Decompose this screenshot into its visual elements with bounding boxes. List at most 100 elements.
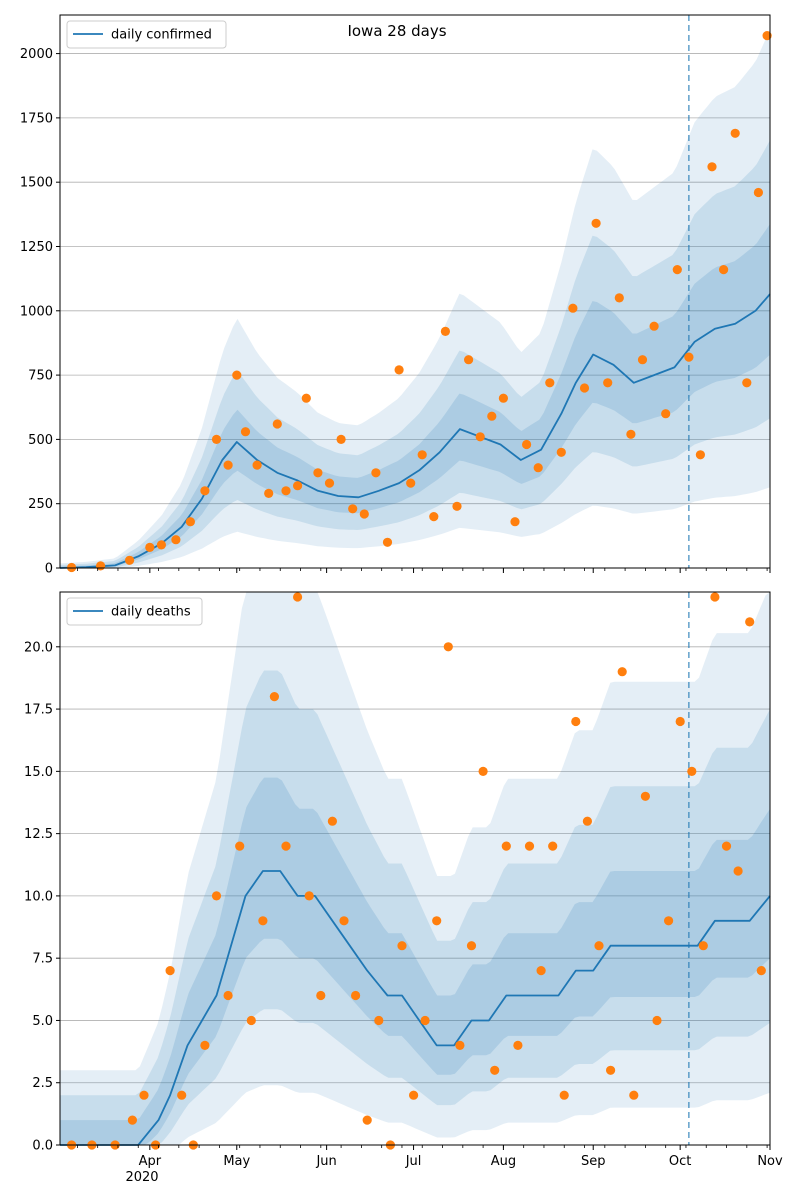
chart-title: Iowa 28 days xyxy=(347,22,446,40)
confirmed-uncertainty-bands xyxy=(60,29,770,569)
deaths-point xyxy=(293,592,303,602)
confirmed-points xyxy=(67,30,772,573)
deaths-band-1 xyxy=(60,592,770,1145)
deaths-band-2 xyxy=(60,670,770,1145)
confirmed-band-3 xyxy=(60,224,770,568)
deaths-point xyxy=(351,990,361,1001)
confirmed-point xyxy=(556,447,566,457)
confirmed-point xyxy=(649,321,659,331)
confirmed-point xyxy=(684,352,694,362)
confirmed-point xyxy=(359,509,369,519)
confirmed-point xyxy=(707,162,717,172)
confirmed-point xyxy=(272,419,282,429)
confirmed-point xyxy=(464,355,474,365)
confirmed-point xyxy=(348,504,358,514)
deaths-point xyxy=(200,1040,210,1050)
confirmed-point xyxy=(382,537,393,547)
confirmed-point xyxy=(171,535,181,545)
confirmed-y-tick-label: 750 xyxy=(28,369,53,384)
deaths-series xyxy=(60,870,771,1146)
deaths-point xyxy=(281,841,291,851)
x-tick-label: Aug xyxy=(491,1154,516,1169)
confirmed-point xyxy=(579,383,590,393)
deaths-y-tick-label: 2.5 xyxy=(32,1076,53,1091)
deaths-y-tick-label: 15.0 xyxy=(24,765,53,780)
confirmed-point xyxy=(417,450,427,460)
deaths-point xyxy=(235,841,245,851)
confirmed-point xyxy=(730,128,740,138)
confirmed-point xyxy=(510,517,520,527)
deaths-point xyxy=(640,791,651,801)
deaths-point xyxy=(409,1090,419,1100)
confirmed-point xyxy=(293,481,303,491)
confirmed-point xyxy=(313,468,323,478)
confirmed-band-2 xyxy=(60,140,770,569)
confirmed-point xyxy=(626,429,636,439)
confirmed-point xyxy=(753,187,764,198)
deaths-point xyxy=(501,841,511,851)
deaths-point xyxy=(571,716,581,727)
deaths-point xyxy=(246,1015,256,1026)
deaths-point xyxy=(223,990,233,1001)
deaths-point xyxy=(617,667,627,677)
deaths-uncertainty-bands xyxy=(60,592,770,1145)
confirmed-chart: 0 250 500 750 1000 1250 1500 1750 2000 Iowa 28 d… xyxy=(20,14,772,577)
confirmed-point xyxy=(672,265,682,275)
deaths-chart: 0.0 2.5 5.0 7.5 10.0 12.5 15.0 17.5 20.0 Apr May J… xyxy=(24,591,783,1185)
confirmed-point xyxy=(452,501,462,511)
confirmed-point xyxy=(156,540,166,550)
confirmed-point xyxy=(475,432,485,442)
confirmed-point xyxy=(440,326,450,336)
deaths-point xyxy=(455,1040,465,1050)
confirmed-point xyxy=(719,265,729,275)
deaths-point xyxy=(548,841,558,851)
deaths-legend-box xyxy=(66,597,203,626)
confirmed-point xyxy=(637,355,648,365)
deaths-y-tick-label: 17.5 xyxy=(24,703,53,718)
deaths-point xyxy=(211,891,222,901)
confirmed-y-tick-label: 1250 xyxy=(20,240,53,255)
deaths-point xyxy=(327,816,337,826)
deaths-point xyxy=(559,1090,569,1100)
deaths-y-tick-label: 10.0 xyxy=(24,889,53,904)
deaths-point xyxy=(139,1090,149,1100)
deaths-point xyxy=(710,592,720,602)
deaths-point xyxy=(536,966,546,976)
deaths-point xyxy=(652,1015,662,1026)
deaths-point xyxy=(675,716,685,727)
confirmed-point xyxy=(145,542,155,553)
confirmed-point xyxy=(336,434,346,444)
confirmed-point xyxy=(324,478,335,488)
confirmed-point xyxy=(252,460,262,470)
deaths-y-tick-label: 7.5 xyxy=(32,952,53,967)
confirmed-y-tick-label: 1500 xyxy=(20,176,53,191)
deaths-point xyxy=(339,916,349,926)
deaths-points xyxy=(67,592,766,1150)
deaths-y-tick-label: 20.0 xyxy=(24,640,53,655)
confirmed-y-tick-label: 0 xyxy=(45,562,53,577)
confirmed-point xyxy=(661,409,671,419)
deaths-point xyxy=(594,941,604,951)
confirmed-legend: daily confirmed xyxy=(66,20,227,49)
deaths-point xyxy=(258,916,268,926)
x-tick-label: Sep xyxy=(581,1154,606,1169)
confirmed-point xyxy=(522,439,532,450)
confirmed-y-axis: 0 250 500 750 1000 1250 1500 1750 2000 xyxy=(20,47,60,577)
confirmed-point xyxy=(498,393,508,403)
confirmed-point xyxy=(232,370,242,380)
x-axis-year-label: 2020 xyxy=(125,1170,158,1185)
deaths-plot-frame xyxy=(59,591,771,1146)
deaths-line xyxy=(60,870,771,1146)
confirmed-point xyxy=(429,511,439,522)
deaths-point xyxy=(687,766,697,777)
confirmed-point xyxy=(568,303,578,313)
deaths-point xyxy=(582,816,593,826)
confirmed-legend-label: daily confirmed xyxy=(111,28,212,43)
deaths-point xyxy=(362,1115,372,1125)
confirmed-y-tick-label: 1750 xyxy=(20,111,53,126)
deaths-point xyxy=(513,1040,523,1050)
deaths-y-tick-label: 5.0 xyxy=(32,1014,53,1029)
deaths-point xyxy=(756,966,766,976)
confirmed-y-tick-label: 500 xyxy=(28,433,53,448)
